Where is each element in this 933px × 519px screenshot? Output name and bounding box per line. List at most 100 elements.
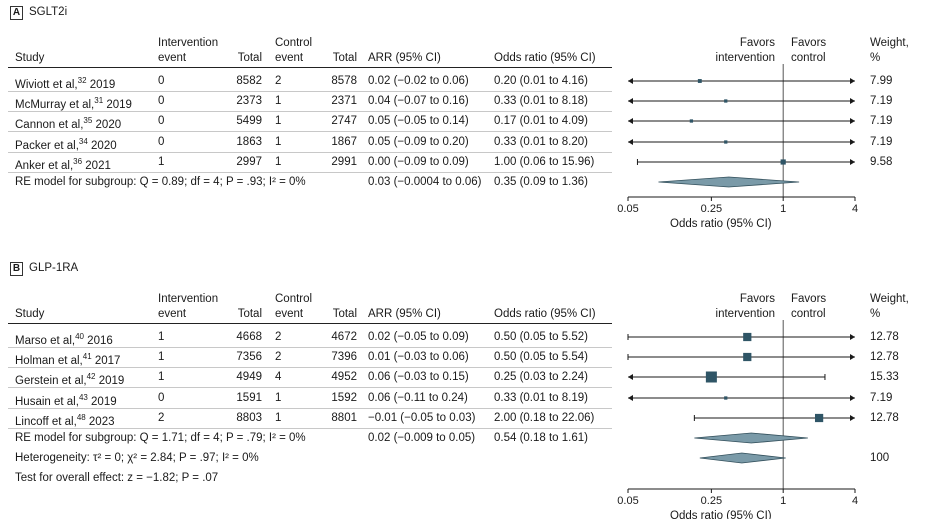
summary-or: 0.35 (0.09 to 1.36): [494, 176, 588, 188]
panel-letter: B: [10, 262, 23, 276]
or-value: 0.20 (0.01 to 4.16): [494, 75, 588, 87]
ci-arrow-right: [850, 78, 855, 84]
panel-letter: A: [10, 6, 23, 20]
header-favors-intervention-1: Favors: [739, 293, 775, 305]
header-control-event-1: Control: [275, 37, 313, 49]
ci-arrow-right: [850, 118, 855, 124]
study-point: [780, 159, 786, 165]
study-year: 2019: [87, 395, 117, 408]
x-tick-label: 0.25: [701, 203, 722, 215]
study-reference: 34: [78, 137, 88, 146]
subgroup-summary-label: RE model for subgroup: Q = 0.89; df = 4;…: [15, 176, 306, 188]
study-point: [689, 119, 694, 123]
or-value: 2.00 (0.18 to 22.06): [494, 412, 595, 424]
weight-value: 12.78: [870, 412, 899, 424]
summary-arr: 0.03 (−0.0004 to 0.06): [368, 176, 482, 188]
ci-arrow-left: [628, 98, 633, 104]
x-axis-label: Odds ratio (95% CI): [670, 510, 772, 519]
row-separator: [8, 131, 612, 132]
ci-arrow-left: [628, 374, 633, 380]
intervention-event: 1: [158, 371, 165, 383]
study-author: Lincoff et al,: [15, 415, 77, 428]
ci-arrow-left: [628, 78, 633, 84]
header-intervention-event-1: Intervention: [158, 293, 219, 305]
intervention-event: 2: [158, 412, 165, 424]
ci-arrow-left: [628, 395, 633, 401]
header-arr: ARR (95% CI): [368, 52, 441, 64]
or-value: 0.33 (0.01 to 8.19): [494, 392, 588, 404]
study-point: [724, 396, 728, 400]
header-favors-control-2: control: [791, 308, 826, 320]
header-control-event-2: event: [275, 52, 304, 64]
control-total: 8578: [331, 75, 357, 87]
study-year: 2019: [103, 98, 132, 111]
header-study: Study: [15, 52, 45, 64]
intervention-event: 0: [158, 115, 165, 127]
control-event: 1: [275, 95, 282, 107]
or-value: 0.33 (0.01 to 8.18): [494, 95, 588, 107]
intervention-event: 0: [158, 392, 165, 404]
control-event: 4: [275, 371, 282, 383]
header-weight-2: %: [870, 52, 881, 64]
study-reference: 36: [73, 157, 83, 166]
control-event: 2: [275, 75, 282, 87]
weight-value: 7.19: [870, 392, 893, 404]
study-reference: 41: [82, 352, 92, 361]
intervention-total: 1863: [236, 136, 262, 148]
header-or: Odds ratio (95% CI): [494, 52, 596, 64]
or-value: 0.17 (0.01 to 4.09): [494, 115, 588, 127]
study-point: [743, 352, 752, 362]
header-or: Odds ratio (95% CI): [494, 308, 596, 320]
ci-arrow-right: [850, 98, 855, 104]
control-event: 1: [275, 156, 282, 168]
weight-value: 12.78: [870, 351, 899, 363]
control-event: 1: [275, 136, 282, 148]
x-tick-label: 1: [780, 203, 786, 215]
control-total: 1592: [331, 392, 357, 404]
control-total: 4672: [331, 331, 357, 343]
arr-value: 0.06 (−0.11 to 0.24): [368, 392, 468, 404]
header-weight-1: Weight,: [870, 37, 909, 49]
arr-value: 0.05 (−0.09 to 0.20): [368, 136, 469, 148]
arr-value: −0.01 (−0.05 to 0.03): [368, 412, 476, 424]
ci-arrow-right: [850, 354, 855, 360]
header-favors-intervention-2: intervention: [715, 308, 775, 320]
study-author: McMurray et al,: [15, 98, 95, 111]
study-year: 2020: [87, 139, 117, 152]
control-total: 4952: [331, 371, 357, 383]
weight-value: 7.19: [870, 136, 893, 148]
study-name: McMurray et al,31 2019: [15, 94, 132, 112]
study-name: Gerstein et al,42 2019: [15, 370, 124, 388]
row-separator: [8, 347, 612, 348]
subgroup-summary-label: RE model for subgroup: Q = 1.71; df = 4;…: [15, 432, 306, 444]
panel-name: SGLT2i: [29, 6, 68, 18]
study-reference: 40: [75, 332, 84, 341]
row-separator: [8, 387, 612, 388]
x-tick-label: 4: [852, 203, 858, 215]
weight-value: 12.78: [870, 331, 899, 343]
intervention-total: 2997: [236, 156, 262, 168]
study-reference: 42: [86, 372, 96, 381]
control-total: 7396: [331, 351, 357, 363]
control-event: 1: [275, 115, 282, 127]
study-reference: 48: [76, 413, 86, 422]
intervention-event: 0: [158, 136, 165, 148]
panel-name: GLP-1RA: [29, 262, 79, 274]
study-name: Anker et al,36 2021: [15, 155, 111, 173]
row-separator: [8, 172, 612, 173]
header-favors-intervention-2: intervention: [715, 52, 775, 64]
study-author: Cannon et al,: [15, 118, 84, 131]
row-separator: [8, 367, 612, 368]
or-value: 0.33 (0.01 to 8.20): [494, 136, 588, 148]
study-author: Packer et al,: [15, 139, 79, 152]
arr-value: 0.02 (−0.02 to 0.06): [368, 75, 469, 87]
study-year: 2017: [91, 354, 121, 367]
ci-arrow-left: [628, 118, 633, 124]
study-name: Packer et al,34 2020: [15, 135, 117, 153]
panel-title: B GLP-1RA: [10, 262, 78, 276]
pooled-diamond: [694, 432, 808, 444]
weight-value: 15.33: [870, 371, 899, 383]
header-arr: ARR (95% CI): [368, 308, 441, 320]
study-author: Husain et al,: [15, 395, 79, 408]
